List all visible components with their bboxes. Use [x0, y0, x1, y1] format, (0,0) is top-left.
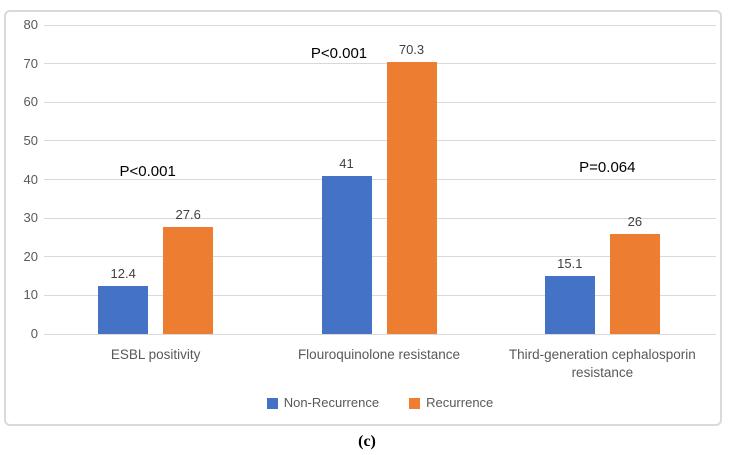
bar-value-label: 27.6: [175, 207, 201, 223]
y-axis-tick-label: 60: [23, 94, 38, 110]
y-axis-tick-label: 30: [23, 210, 38, 226]
gridline-70: [44, 63, 716, 65]
legend-item-non-recurrence: Non-Recurrence: [266, 395, 380, 410]
y-axis-tick-label: 70: [23, 55, 38, 71]
bar-recurrence-esbl-positivity: [163, 227, 214, 334]
bar-non-recurrence-esbl-positivity: [98, 286, 149, 334]
p-value-label: P<0.001: [310, 44, 368, 62]
y-axis-tick-label: 20: [23, 248, 38, 264]
bar-recurrence-flouroquinolone-resistance: [386, 62, 437, 334]
bar-value-label: 70.3: [398, 42, 425, 58]
bar-recurrence-third-generation-cephalosporin-resistance: [609, 233, 660, 334]
bar-value-label: 15.1: [557, 255, 583, 271]
y-axis-tick-label: 0: [30, 326, 38, 341]
legend: Non-Recurrence Recurrence: [44, 396, 716, 410]
x-category-label-flouroquinolone-resi: Flouroquinolone resistance: [297, 347, 461, 362]
x-category-label-esbl-positivity: ESBL positivity: [110, 347, 201, 362]
x-category-label-third-generation-cep: Third-generation cephalosporin resistanc…: [508, 347, 696, 380]
p-value-label: P=0.064: [579, 158, 636, 176]
gridline-50: [44, 140, 716, 142]
y-axis-tick-label: 80: [23, 17, 38, 32]
gridline-30: [44, 217, 716, 219]
gridline-80: [44, 24, 716, 26]
legend-swatch-recurrence: [409, 397, 421, 409]
legend-item-recurrence: Recurrence: [409, 396, 493, 410]
legend-label: Recurrence: [426, 395, 494, 410]
gridline-60: [44, 101, 716, 103]
gridline-40: [44, 179, 716, 180]
legend-swatch-non-recurrence: [266, 397, 278, 409]
bar-value-label: 41: [339, 155, 354, 171]
legend-label: Non-Recurrence: [283, 395, 380, 410]
y-axis-tick-label: 40: [23, 171, 38, 187]
gridline-10: [44, 294, 716, 296]
gridline-20: [44, 256, 716, 258]
bar-value-label: 26: [627, 213, 643, 229]
y-axis-tick-label: 10: [23, 287, 38, 303]
p-value-label: P<0.001: [119, 162, 176, 180]
y-axis-tick-label: 50: [23, 132, 38, 148]
figure-caption: (c): [358, 433, 376, 450]
gridline-0: [44, 333, 716, 335]
bar-value-label: 12.4: [110, 266, 136, 282]
bar-non-recurrence-third-generation-cephalosporin-resistance: [544, 275, 595, 334]
bar-non-recurrence-flouroquinolone-resistance: [321, 175, 372, 334]
